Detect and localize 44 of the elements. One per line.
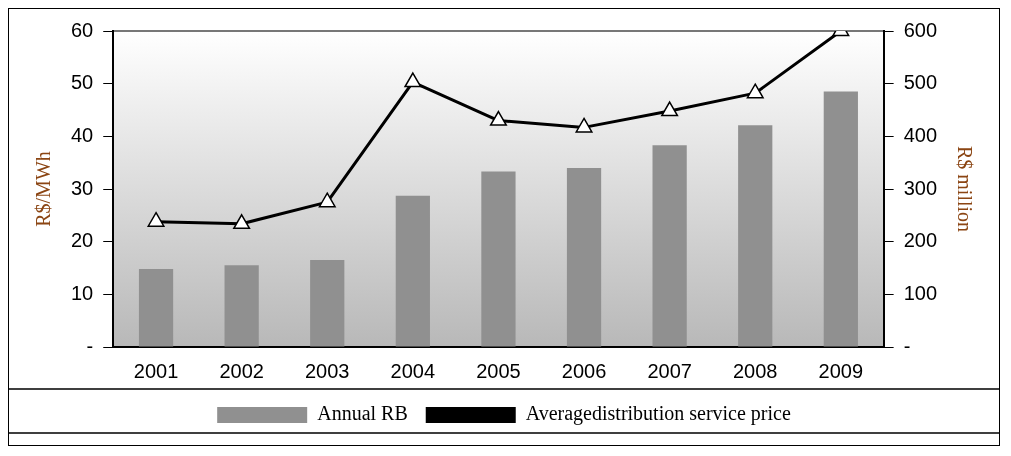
y2-tick-label: 400: [903, 123, 938, 146]
y-tick-label: -: [86, 334, 94, 357]
bar: [823, 91, 858, 347]
point: [746, 83, 764, 99]
y2-tick-label: 500: [903, 71, 938, 94]
bar: [652, 145, 687, 347]
y-tick-label: 50: [71, 71, 94, 94]
bar: [738, 125, 773, 347]
legend-label: Averagedistribution service price: [525, 402, 791, 426]
y2-axis-title: R$ million: [953, 145, 976, 233]
y-tick-label: 40: [71, 123, 94, 146]
bar: [481, 171, 516, 347]
point: [661, 101, 679, 117]
x-tick-label: 2005: [476, 359, 521, 382]
legend-label: Annual RB: [317, 402, 408, 425]
x-tick-label: 2009: [818, 359, 864, 382]
x-tick-label: 2008: [732, 359, 778, 382]
x-tick-label: 2006: [561, 359, 607, 382]
bar: [138, 269, 174, 347]
point: [147, 211, 165, 227]
x-tick-label: 2007: [647, 359, 692, 382]
y-tick-label: 30: [71, 176, 94, 199]
point: [575, 117, 593, 133]
y2-tick-label: 200: [903, 229, 938, 252]
y2-tick-label: 300: [903, 176, 938, 199]
point: [318, 192, 336, 208]
x-tick-label: 2001: [133, 359, 179, 382]
x-tick-label: 2002: [219, 359, 264, 382]
y-tick-label: 10: [71, 281, 94, 304]
y2-tick-label: -: [903, 334, 911, 357]
point: [404, 72, 422, 88]
bar: [395, 195, 430, 347]
bar: [310, 260, 345, 347]
x-tick-label: 2003: [304, 359, 350, 382]
x-tick-label: 2004: [390, 359, 436, 382]
bar: [566, 167, 602, 347]
point: [489, 110, 507, 126]
y-tick-label: 20: [71, 229, 94, 252]
y2-tick-label: 600: [903, 18, 938, 41]
y2-tick-label: 100: [903, 281, 938, 304]
y-axis-title: R$/MWh: [32, 151, 55, 227]
y-tick-label: 60: [71, 18, 94, 41]
bar: [224, 265, 259, 347]
point: [233, 214, 251, 230]
